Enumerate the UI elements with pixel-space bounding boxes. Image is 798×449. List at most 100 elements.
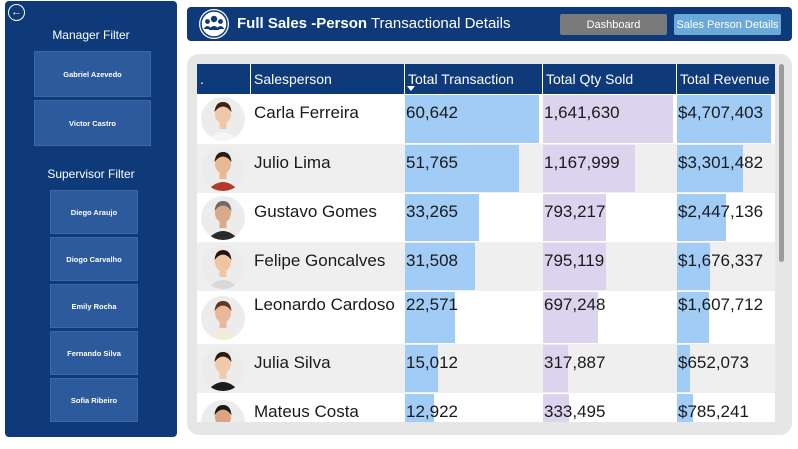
value-revenue: $4,707,403 [678,103,764,122]
cell-transactions: 33,265 [405,193,539,242]
table-row[interactable]: Julia Silva 15,012 317,887 $652,073 [197,344,775,393]
manager-chip-victor-castro[interactable]: Victor Castro [34,100,151,146]
salesperson-name: Felipe Goncalves [254,251,386,270]
avatar [201,400,245,422]
bar-transactions [405,145,519,192]
value-transactions: 22,571 [406,295,458,314]
value-transactions: 51,765 [406,153,458,172]
value-qty: 1,641,630 [544,103,620,122]
value-revenue: $1,676,337 [678,251,764,270]
cell-qty: 333,495 [543,393,673,422]
supervisor-chip-fernando-silva[interactable]: Fernando Silva [50,331,138,375]
manager-filter-title: Manager Filter [52,28,130,42]
cell-qty: 793,217 [543,193,673,242]
avatar [201,296,245,340]
bar-transactions [405,95,539,143]
bar-transactions [405,243,475,290]
sort-descending-icon[interactable] [407,86,415,91]
page-title: Full Sales -Person Transactional Details [237,15,510,32]
value-revenue: $3,301,482 [678,153,764,172]
supervisor-chip-diogo-carvalho[interactable]: Diogo Carvalho [50,237,138,281]
avatar [201,147,245,191]
table-row[interactable]: Julio Lima 51,765 1,167,999 $3,301,482 [197,144,775,193]
bar-qty [543,145,635,192]
column-header-image[interactable]: . [197,64,251,94]
cell-revenue: $1,676,337 [677,242,771,291]
bar-revenue [677,292,709,343]
cell-revenue: $2,447,136 [677,193,771,242]
table-row[interactable]: Gustavo Gomes 33,265 793,217 $2,447,136 [197,193,775,242]
cell-transactions: 31,508 [405,242,539,291]
column-header-total-transaction[interactable]: Total Transaction [405,64,543,94]
bar-qty [543,345,568,392]
table-header: . Salesperson Total Transaction Total Qt… [197,64,775,94]
column-header-total-revenue[interactable]: Total Revenue [680,71,770,87]
page-title-bold: Full Sales -Person [237,15,368,32]
value-transactions: 15,012 [406,353,458,372]
table-row[interactable]: Mateus Costa 12,922 333,495 $785,241 [197,393,775,422]
avatar [201,196,245,240]
cell-qty: 1,641,630 [543,94,673,144]
dashboard-button[interactable]: Dashboard [560,14,667,35]
column-header-salesperson[interactable]: Salesperson [251,64,405,94]
bar-revenue [677,145,743,192]
value-qty: 795,119 [544,251,605,270]
value-transactions: 60,642 [406,103,458,122]
salesperson-name: Gustavo Gomes [254,202,377,221]
value-transactions: 12,922 [406,402,458,421]
cell-transactions: 12,922 [405,393,539,422]
value-qty: 793,217 [544,202,606,221]
value-revenue: $2,447,136 [678,202,764,221]
filter-panel: ← Manager Filter Gabriel Azevedo Victor … [5,1,177,437]
value-revenue: $652,073 [678,353,749,372]
bar-qty [543,243,606,290]
table-row[interactable]: Carla Ferreira 60,642 1,641,630 $4,707,403 [197,94,775,144]
salesperson-name: Leonardo Cardoso [254,295,395,314]
bar-revenue [677,243,710,290]
bar-qty [543,394,569,422]
supervisor-chip-emily-rocha[interactable]: Emily Rocha [50,284,138,328]
salesperson-name: Mateus Costa [254,402,359,421]
avatar [201,245,245,289]
value-revenue: $1,607,712 [678,295,764,314]
supervisor-chip-diego-araujo[interactable]: Diego Araujo [50,190,138,234]
cell-qty: 697,248 [543,291,673,344]
cell-qty: 795,119 [543,242,673,291]
bar-transactions [405,345,438,392]
cell-revenue: $3,301,482 [677,144,771,193]
sales-person-details-button[interactable]: Sales Person Details [674,14,781,35]
team-group-icon [199,9,229,39]
value-qty: 333,495 [544,402,606,421]
bar-transactions [405,194,479,241]
bar-revenue [677,394,693,422]
salesperson-name: Carla Ferreira [254,103,359,122]
page-title-rest: Transactional Details [367,15,511,32]
bar-qty [543,292,598,343]
cell-transactions: 15,012 [405,344,539,393]
avatar [201,97,245,141]
table-row[interactable]: Felipe Goncalves 31,508 795,119 $1,676,337 [197,242,775,291]
supervisor-chip-sofia-ribeiro[interactable]: Sofia Ribeiro [50,378,138,422]
bar-transactions [405,292,455,343]
bar-revenue [677,194,726,241]
table-row[interactable]: Leonardo Cardoso 22,571 697,248 $1,607,712 [197,291,775,344]
column-header-total-qty-sold[interactable]: Total Qty Sold [543,64,677,94]
cell-revenue: $785,241 [677,393,771,422]
cell-transactions: 60,642 [405,94,539,144]
back-arrow-icon[interactable]: ← [8,4,25,21]
cell-qty: 317,887 [543,344,673,393]
bar-qty [543,95,673,143]
value-transactions: 33,265 [406,202,458,221]
supervisor-filter-title: Supervisor Filter [47,167,135,181]
cell-qty: 1,167,999 [543,144,673,193]
cell-revenue: $4,707,403 [677,94,771,144]
header-bar: Full Sales -Person Transactional Details… [187,7,792,41]
bar-qty [543,194,606,241]
value-qty: 317,887 [544,353,606,372]
table-scrollbar[interactable] [779,64,784,262]
cell-transactions: 51,765 [405,144,539,193]
cell-transactions: 22,571 [405,291,539,344]
manager-chip-gabriel-azevedo[interactable]: Gabriel Azevedo [34,51,151,97]
avatar [201,347,245,391]
